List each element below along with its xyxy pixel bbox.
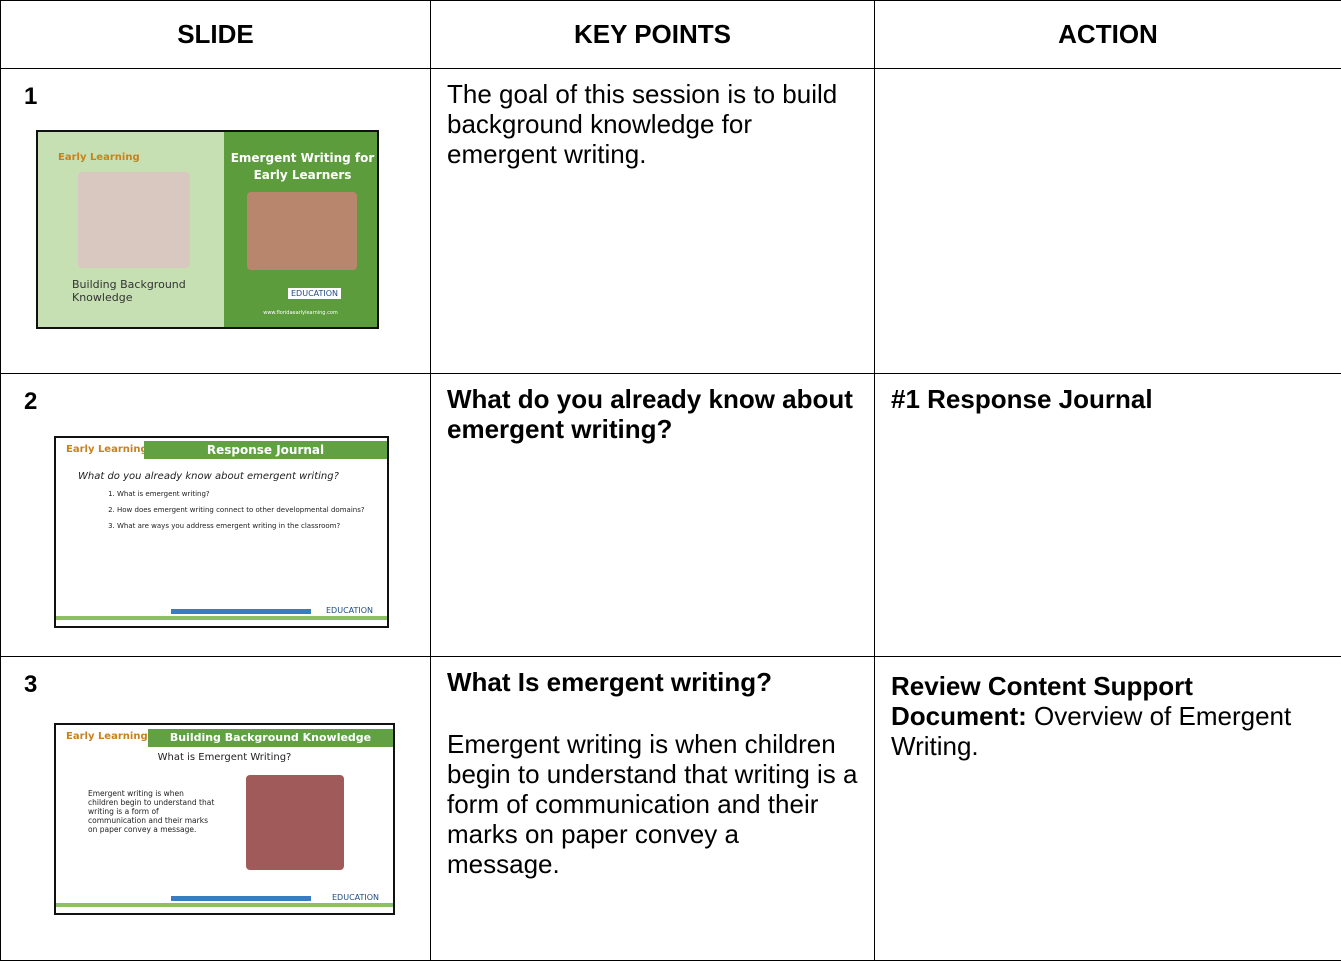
logo: EDUCATION [288, 288, 342, 299]
slide-cell: 2 Early Learning Response Journal What d… [0, 373, 431, 657]
slide-question: What is Emergent Writing? [157, 752, 292, 763]
photo [78, 172, 190, 268]
key-heading: What do you already know about emergent … [447, 384, 853, 444]
slide-title: Response Journal [144, 441, 387, 459]
logo: EDUCATION [326, 606, 374, 615]
list-item: What is emergent writing? [117, 490, 367, 498]
photo [246, 775, 344, 870]
action: #1 Response Journal [875, 374, 1341, 414]
logo: EDUCATION [332, 893, 380, 902]
bar [56, 903, 393, 907]
slide-cell: 3 Early Learning Building Background Kno… [0, 656, 431, 961]
key-heading: What Is emergent writing? [447, 667, 773, 697]
header-cell: KEY POINTS [430, 0, 875, 69]
key-points: The goal of this session is to build bac… [447, 79, 838, 169]
action-heading: Review Content Support Document: [891, 671, 1193, 731]
slide-text: Emergent writing is when children begin … [88, 789, 215, 834]
slide-question: What do you already know about emergent … [78, 471, 339, 482]
brand: Early Learning [58, 152, 140, 163]
key-points-cell: What do you already know about emergent … [430, 373, 875, 657]
url: www.floridaearlylearning.com [263, 310, 338, 316]
list-item: How does emergent writing connect to oth… [117, 506, 367, 514]
slide-thumbnail: Early Learning Response Journal What do … [54, 436, 389, 628]
slide-list: What is emergent writing? How does emerg… [101, 490, 367, 530]
slide-number: 3 [24, 671, 38, 698]
slide-subtitle: Building Background Knowledge [72, 278, 186, 304]
action-cell: #1 Response Journal [874, 373, 1341, 657]
key-points: What do you already know about emergent … [431, 374, 874, 444]
action-text: Overview of Emergent Writing. [891, 701, 1292, 761]
slide-number: 2 [24, 388, 38, 415]
action-cell: Review Content Support Document: Overvie… [874, 656, 1341, 961]
header-cell: SLIDE [0, 0, 431, 69]
action-heading: #1 Response Journal [891, 384, 1153, 414]
header-cell: ACTION [874, 0, 1341, 69]
slide-thumbnail: Early Learning Building Background Knowl… [54, 723, 395, 915]
slide-title: Building Background Knowledge [148, 729, 393, 747]
key-points: What Is emergent writing? Emergent writin… [431, 657, 874, 879]
brand: Early Learning [66, 444, 148, 455]
bar [171, 896, 311, 901]
slide-title: Emergent Writing for Early Learners [230, 151, 375, 182]
brand: Early Learning [66, 731, 148, 742]
slide-thumbnail: Early Learning Building Background Knowl… [36, 130, 379, 329]
list-item: What are ways you address emergent writi… [117, 522, 367, 530]
row: 2 Early Learning Response Journal What d… [0, 373, 1341, 657]
header-row: SLIDE KEY POINTS ACTION [0, 0, 1341, 69]
action: Review Content Support Document: Overvie… [875, 657, 1341, 761]
action-cell [874, 68, 1341, 374]
key-text: Emergent writing is when children begin … [447, 729, 858, 879]
key-points-cell: The goal of this session is to build bac… [430, 68, 875, 374]
bar [171, 609, 311, 614]
row: 3 Early Learning Building Background Kno… [0, 656, 1341, 961]
photo [247, 192, 357, 270]
row: 1 Early Learning Building Background Kno… [0, 68, 1341, 374]
key-points-cell: What Is emergent writing? Emergent writin… [430, 656, 875, 961]
bar [56, 616, 387, 620]
slide-number: 1 [24, 83, 38, 110]
slide-cell: 1 Early Learning Building Background Kno… [0, 68, 431, 374]
